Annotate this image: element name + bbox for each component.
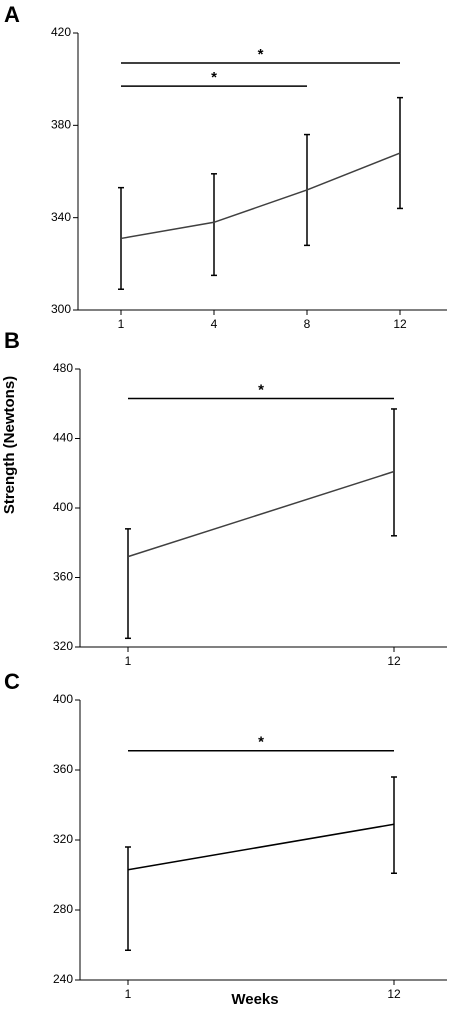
x-tick-label: 4 xyxy=(211,317,218,331)
y-tick-label: 240 xyxy=(53,972,73,986)
x-tick-label: 1 xyxy=(118,317,125,331)
y-tick-label: 440 xyxy=(53,431,73,445)
y-tick-label: 380 xyxy=(51,118,71,132)
x-tick-label: 12 xyxy=(393,317,407,331)
significance-label: * xyxy=(258,46,264,63)
significance-label: * xyxy=(258,734,264,751)
y-tick-label: 320 xyxy=(53,639,73,653)
mean-line xyxy=(127,470,395,558)
y-tick-label: 420 xyxy=(51,25,71,39)
significance-label: * xyxy=(258,382,264,399)
x-tick-label: 12 xyxy=(387,987,401,1001)
x-tick-label: 12 xyxy=(387,654,401,668)
y-tick-label: 400 xyxy=(53,692,73,706)
y-tick-label: 360 xyxy=(53,762,73,776)
y-tick-label: 280 xyxy=(53,902,73,916)
y-tick-label: 480 xyxy=(53,361,73,375)
panel-label: B xyxy=(4,328,20,353)
x-tick-label: 8 xyxy=(304,317,311,331)
panel-label: C xyxy=(4,669,20,694)
y-tick-label: 360 xyxy=(53,570,73,584)
mean-line xyxy=(127,823,395,871)
y-tick-label: 300 xyxy=(51,302,71,316)
y-tick-label: 340 xyxy=(51,210,71,224)
y-tick-label: 400 xyxy=(53,500,73,514)
panel-label: A xyxy=(4,2,20,27)
x-tick-label: 1 xyxy=(125,987,132,1001)
y-axis-label: Strength (Newtons) xyxy=(1,376,18,514)
y-tick-label: 320 xyxy=(53,832,73,846)
significance-label: * xyxy=(211,69,217,86)
x-tick-label: 1 xyxy=(125,654,132,668)
mean-line xyxy=(120,152,401,240)
x-axis-label: Weeks xyxy=(231,991,278,1008)
